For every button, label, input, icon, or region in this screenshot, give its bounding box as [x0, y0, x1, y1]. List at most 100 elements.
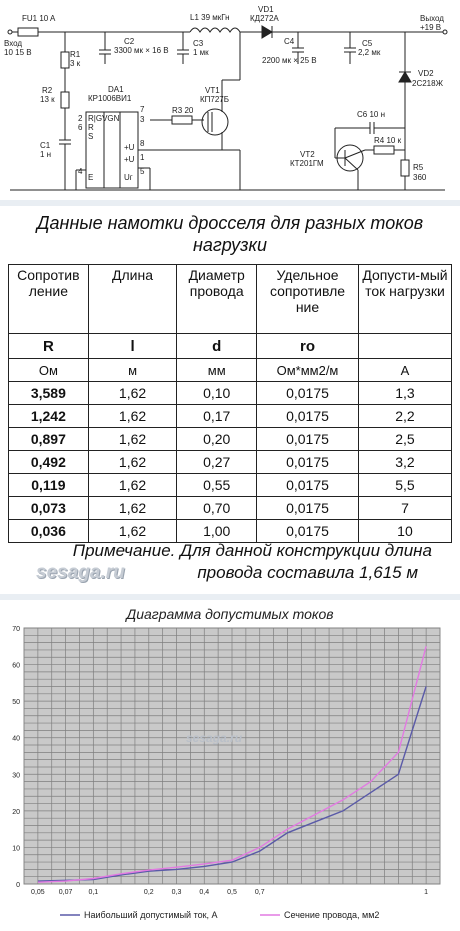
c4-label: C4 — [284, 37, 295, 46]
table-cell: 2,2 — [357, 404, 453, 428]
table-cell: 0,073 — [8, 496, 89, 520]
input-range: 10 15 В — [4, 48, 32, 57]
table-cell: Ом — [8, 358, 89, 382]
table-cell: 1,62 — [87, 519, 178, 543]
x-tick-label: 0,7 — [255, 889, 265, 896]
da1-label: DA1 — [108, 85, 124, 94]
table-cell: 3,589 — [8, 381, 89, 405]
pin-u2: +U — [124, 155, 135, 164]
pin-rgvgn: R|GVGN — [88, 114, 120, 123]
x-tick-label: 1 — [424, 889, 428, 896]
series-line — [37, 686, 427, 882]
table-cell: 0,0175 — [256, 450, 359, 474]
legend-label: Сечение провода, мм2 — [284, 910, 379, 920]
vt1-type: КП727Б — [200, 95, 229, 104]
da1-type: КР1006ВИ1 — [88, 94, 132, 103]
table-cell: 0,0175 — [256, 496, 359, 520]
pin-5: 5 — [140, 167, 145, 176]
vt2-type: КТ201ГМ — [290, 159, 324, 168]
output-label: Выход — [420, 14, 444, 23]
table-cell: 1,62 — [87, 404, 178, 428]
table-cell: 0,20 — [176, 427, 258, 451]
pin-8: 8 — [140, 139, 145, 148]
table-cell: 0,10 — [176, 381, 258, 405]
table-cell: 1,62 — [87, 427, 178, 451]
table-row: 0,036 1,62 1,00 0,0175 10 — [8, 519, 453, 543]
table-cell: 1,62 — [87, 496, 178, 520]
c4-value: 2200 мк × 25 В — [262, 56, 317, 65]
table-cell: ro — [256, 333, 359, 359]
r1-value: 3 к — [70, 59, 81, 68]
r5-value: 360 — [413, 173, 427, 182]
pin-7: 7 — [140, 105, 145, 114]
table-title: Данные намотки дросселя для разных токов… — [36, 213, 424, 255]
table-cell: 10 — [357, 519, 453, 543]
note-line-2: провода составила 1,615 м — [197, 563, 418, 582]
vd2-label: VD2 — [418, 69, 434, 78]
winding-data-table: Сопротив ление Длина Диаметр провода Удельн… — [8, 264, 453, 543]
table-cell: d — [176, 333, 258, 359]
chart-watermark: sesaga.ru — [186, 731, 243, 745]
table-cell: 0,492 — [8, 450, 89, 474]
table-cell: 0,0175 — [256, 519, 359, 543]
table-cell: 0,27 — [176, 450, 258, 474]
table-cell: Диаметр провода — [176, 264, 258, 334]
y-tick-label: 20 — [12, 809, 20, 816]
legend-label: Наибольший допустимый ток, А — [84, 910, 218, 920]
pin-r: R — [88, 123, 94, 132]
chart-title: Диаграмма допустимых токов — [126, 606, 334, 622]
table-cell: R — [8, 333, 89, 359]
table-cell: 5,5 — [357, 473, 453, 497]
table-row: 0,897 1,62 0,20 0,0175 2,5 — [8, 427, 453, 451]
y-tick-label: 40 — [12, 736, 20, 743]
table-cell: l — [87, 333, 178, 359]
r1-label: R1 — [70, 50, 81, 59]
table-cell: А — [357, 358, 453, 382]
table-cell: 1,3 — [357, 381, 453, 405]
table-cell: 1,62 — [87, 450, 178, 474]
separator — [0, 200, 460, 206]
table-cell: 1,62 — [87, 381, 178, 405]
vt1-label: VT1 — [205, 86, 220, 95]
table-cell: 1,00 — [176, 519, 258, 543]
c2-label: C2 — [124, 37, 135, 46]
x-tick-label: 0,3 — [172, 889, 182, 896]
pin-1: 1 — [140, 153, 145, 162]
table-cell: м — [87, 358, 178, 382]
c6-label: C6 10 н — [357, 110, 385, 119]
c1-value: 1 н — [40, 150, 51, 159]
schematic-drawing: FU1 10 A Вход 10 15 В L1 39 мкГн VD1 КД2… — [4, 5, 448, 191]
x-tick-label: 0,4 — [199, 889, 209, 896]
table-header-row: Сопротив ление Длина Диаметр провода Удельн… — [8, 264, 453, 334]
table-cell: мм — [176, 358, 258, 382]
series-line — [37, 646, 427, 883]
table-cell: 0,0175 — [256, 427, 359, 451]
table-cell: Сопротив ление — [8, 264, 89, 334]
note-line-1: Примечание. Для данной конструкции длина — [72, 541, 432, 560]
x-tick-label: 0,07 — [59, 889, 73, 896]
c2-value: 3300 мк × 16 В — [114, 46, 169, 55]
pin-u1: +U — [124, 143, 135, 152]
table-cell: 0,119 — [8, 473, 89, 497]
pin-6: 6 — [78, 123, 83, 132]
pin-4: 4 — [78, 167, 83, 176]
table-cell: 0,036 — [8, 519, 89, 543]
pin-s: S — [88, 132, 93, 141]
table-cell: 1,62 — [87, 473, 178, 497]
winding-table-panel: Данные намотки дросселя для разных токов… — [0, 206, 460, 594]
separator — [0, 594, 460, 600]
l1-label: L1 39 мкГн — [190, 13, 230, 22]
table-cell: Ом*мм2/м — [256, 358, 359, 382]
r4-label: R4 10 к — [374, 136, 402, 145]
y-tick-label: 70 — [12, 626, 20, 633]
table-cell: Длина — [87, 264, 178, 334]
c3-label: C3 — [193, 39, 204, 48]
y-tick-label: 30 — [12, 772, 20, 779]
table-row: 3,589 1,62 0,10 0,0175 1,3 — [8, 381, 453, 405]
y-tick-label: 50 — [12, 699, 20, 706]
pin-2: 2 — [78, 114, 83, 123]
table-cell: 0,0175 — [256, 404, 359, 428]
vt2-label: VT2 — [300, 150, 315, 159]
x-tick-label: 0,05 — [31, 889, 45, 896]
table-row: 0,073 1,62 0,70 0,0175 7 — [8, 496, 453, 520]
